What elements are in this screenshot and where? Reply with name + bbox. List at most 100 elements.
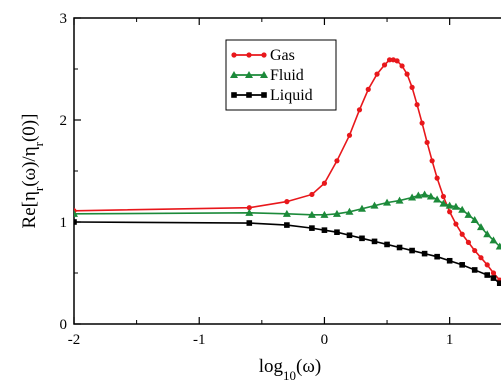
data-point-liquid	[74, 219, 77, 225]
legend-marker-fluid	[230, 71, 238, 78]
legend-marker-liquid	[231, 92, 237, 98]
data-point-gas	[381, 62, 388, 68]
legend-marker-liquid	[246, 92, 252, 98]
data-point-fluid	[458, 205, 467, 213]
data-point-gas	[419, 120, 425, 126]
data-point-liquid	[346, 232, 353, 239]
data-point-fluid	[483, 230, 492, 238]
data-point-liquid	[309, 225, 315, 231]
data-point-gas	[465, 239, 472, 245]
y-tick-label: 0	[60, 317, 68, 333]
data-point-liquid	[434, 253, 440, 260]
legend-label-gas: Gas	[270, 47, 295, 64]
data-point-fluid	[358, 204, 366, 212]
data-point-liquid	[371, 238, 378, 245]
data-point-fluid	[420, 190, 429, 198]
data-point-liquid	[246, 220, 253, 226]
data-point-fluid	[464, 210, 473, 218]
x-tick-label: -1	[193, 332, 206, 348]
data-point-liquid	[409, 247, 415, 254]
legend-label-fluid: Fluid	[270, 67, 304, 84]
data-point-gas	[490, 270, 497, 276]
data-point-liquid	[490, 275, 497, 281]
data-point-gas	[404, 71, 410, 77]
data-point-liquid	[359, 235, 365, 242]
data-point-fluid	[433, 195, 442, 203]
data-point-fluid	[332, 209, 341, 217]
data-point-gas	[414, 102, 420, 108]
data-point-fluid	[345, 207, 354, 215]
series-layer	[74, 57, 501, 286]
data-point-liquid	[446, 257, 453, 264]
data-point-liquid	[496, 280, 501, 286]
data-point-gas	[246, 205, 252, 211]
legend-marker-gas	[231, 52, 237, 58]
data-point-fluid	[307, 210, 316, 218]
data-point-gas	[409, 84, 415, 90]
data-point-gas	[346, 132, 353, 138]
legend-label-liquid: Liquid	[270, 87, 313, 104]
legend: Gas Fluid Liquid	[225, 39, 337, 111]
y-tick-label: 2	[60, 113, 68, 129]
x-tick-label: -2	[68, 332, 81, 348]
data-point-gas	[434, 175, 440, 181]
data-point-liquid	[421, 250, 428, 257]
data-point-liquid	[321, 227, 328, 233]
legend-marker-gas	[261, 52, 267, 58]
legend-marker-fluid	[245, 71, 253, 78]
data-point-fluid	[395, 196, 404, 204]
data-point-fluid	[282, 209, 291, 217]
data-point-gas	[429, 158, 435, 164]
data-point-liquid	[396, 244, 403, 251]
data-point-gas	[356, 107, 363, 113]
data-point-gas	[447, 209, 453, 215]
data-point-fluid	[495, 242, 501, 250]
data-point-liquid	[284, 222, 290, 228]
data-point-fluid	[414, 191, 423, 199]
ticks: -2 -1 0 1 0 1 2 3	[60, 11, 454, 348]
y-axis-title: Re[ηr(ω)/ηr(0)]	[19, 114, 46, 229]
data-point-gas	[321, 180, 328, 186]
data-point-gas	[459, 231, 465, 237]
data-point-fluid	[370, 201, 379, 209]
data-point-gas	[386, 57, 393, 63]
data-point-liquid	[471, 267, 478, 273]
data-point-gas	[334, 158, 340, 164]
data-point-gas	[440, 193, 446, 200]
data-point-fluid	[320, 210, 329, 218]
data-point-gas	[394, 58, 400, 64]
data-point-fluid	[476, 223, 485, 231]
y-tick-label: 1	[60, 215, 68, 231]
x-tick-label: 1	[446, 332, 454, 348]
data-point-fluid	[383, 198, 392, 206]
data-point-gas	[284, 199, 290, 205]
legend-marker-liquid	[261, 92, 267, 98]
data-point-gas	[309, 191, 315, 198]
data-point-liquid	[334, 229, 340, 235]
data-point-fluid	[445, 201, 454, 209]
legend-marker-fluid	[260, 71, 268, 78]
data-point-fluid	[470, 215, 479, 223]
data-point-gas	[453, 221, 459, 227]
y-tick-label: 3	[60, 11, 68, 27]
data-point-fluid	[439, 199, 448, 207]
data-point-gas	[365, 86, 371, 92]
data-point-gas	[424, 139, 430, 146]
data-point-gas	[472, 247, 478, 254]
data-point-gas	[484, 262, 490, 268]
data-point-gas	[374, 71, 380, 77]
x-axis-title: log10(ω)	[259, 356, 321, 381]
x-tick-label: 0	[321, 332, 329, 348]
data-point-fluid	[426, 192, 435, 200]
data-point-fluid	[245, 208, 254, 216]
data-point-fluid	[489, 236, 498, 244]
legend-marker-gas	[246, 52, 252, 58]
data-point-gas	[478, 255, 484, 261]
data-point-liquid	[459, 262, 465, 268]
data-point-fluid	[74, 209, 78, 217]
data-point-liquid	[384, 241, 390, 248]
legend-items: Gas Fluid Liquid	[230, 47, 313, 104]
data-point-fluid	[451, 202, 460, 210]
data-point-liquid	[484, 272, 491, 278]
